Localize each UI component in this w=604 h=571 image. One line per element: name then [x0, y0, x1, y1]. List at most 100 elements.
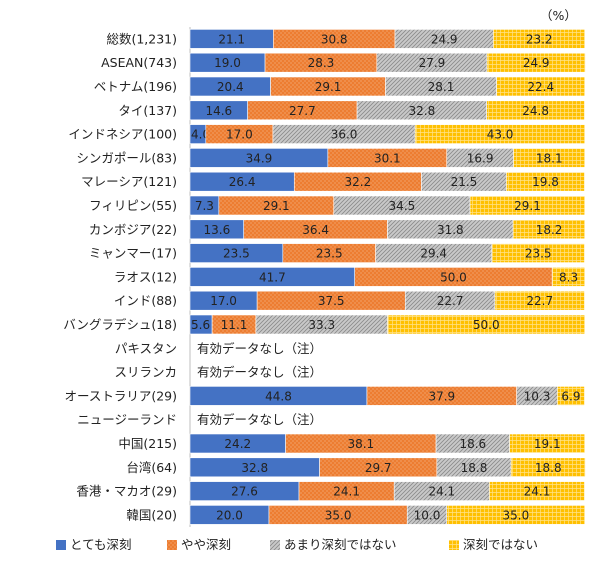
data-label: 4.0: [191, 128, 210, 142]
data-label: 14.6: [205, 104, 232, 118]
data-label: 41.7: [259, 270, 286, 284]
data-label: 27.9: [419, 56, 446, 70]
category-label: カンボジア(22): [89, 222, 177, 237]
bar-segment-series-3: [489, 481, 585, 501]
data-label: 29.1: [514, 199, 541, 213]
data-label: 5.6: [191, 318, 210, 332]
bar-segment-series-3: [414, 124, 586, 144]
data-label: 24.1: [524, 485, 551, 499]
data-label: 33.3: [308, 318, 335, 332]
data-label: 11.1: [221, 318, 248, 332]
data-label: 34.9: [246, 151, 273, 165]
data-label: 10.0: [414, 508, 441, 522]
bar-segment-series-3: [551, 267, 586, 287]
bar-segment-series-3: [494, 290, 585, 311]
data-label: 24.8: [522, 104, 549, 118]
data-label: 30.1: [374, 151, 401, 165]
data-label: 23.2: [526, 32, 553, 46]
bar-segment-series-3: [446, 505, 586, 525]
category-label: 台湾(64): [126, 460, 177, 475]
data-label: 19.1: [534, 437, 561, 451]
bar-segment-series-3: [509, 433, 586, 454]
data-label: 7.3: [195, 199, 214, 213]
category-label: 韓国(20): [126, 507, 177, 522]
data-label: 20.4: [217, 80, 244, 94]
data-label: 24.2: [224, 437, 251, 451]
data-label: 29.1: [263, 199, 290, 213]
data-label: 16.9: [467, 151, 494, 165]
bar-segment-series-3: [496, 76, 586, 97]
data-label: 50.0: [473, 318, 500, 332]
legend-swatch-series-2: [270, 540, 280, 550]
category-label: オーストラリア(29): [64, 388, 177, 403]
data-label: 32.2: [345, 175, 372, 189]
data-label: 34.5: [389, 199, 416, 213]
category-label: ラオス(12): [114, 269, 177, 284]
data-label: 18.8: [535, 461, 562, 475]
data-label: 19.8: [532, 175, 559, 189]
bar-segment-series-3: [493, 29, 586, 49]
category-label: 中国(215): [118, 436, 177, 451]
data-label: 8.3: [559, 270, 578, 284]
category-label: 香港・マカオ(29): [76, 484, 177, 499]
bar-segment-series-3: [506, 171, 585, 192]
bar-segment-series-3: [512, 219, 586, 240]
data-label: 50.0: [440, 270, 467, 284]
data-label: 6.9: [561, 389, 580, 403]
data-label: 22.7: [526, 294, 553, 308]
category-label: インド(88): [114, 293, 177, 308]
data-label: 44.8: [265, 389, 292, 403]
category-label: ベトナム(196): [94, 79, 177, 94]
legend-label: とても深刻: [70, 537, 132, 552]
legend-swatch-series-1: [167, 540, 177, 550]
data-label: 36.4: [302, 223, 329, 237]
data-label: 23.5: [525, 247, 552, 261]
legend-swatch-series-3: [449, 540, 459, 550]
legend-label: やや深刻: [181, 537, 231, 552]
bars-layer: 総数(1,231) 21.1 30.8 24.9 23.2 ASEAN(743) 19.0 2…: [63, 29, 586, 525]
data-label: 20.0: [216, 508, 243, 522]
legend: とても深刻 やや深刻 あまり深刻ではない 深刻ではない: [56, 537, 538, 552]
bar-segment-series-3: [486, 52, 586, 73]
no-data-note: 有効データなし（注）: [197, 412, 322, 427]
data-label: 27.7: [289, 104, 316, 118]
data-label: 32.8: [409, 104, 436, 118]
data-label: 35.0: [503, 508, 530, 522]
bar-segment-series-3: [486, 100, 585, 121]
data-label: 29.7: [365, 461, 392, 475]
category-label: パキスタン: [115, 341, 177, 356]
category-label: マレーシア(121): [81, 174, 177, 189]
data-label: 26.4: [229, 175, 256, 189]
data-label: 17.0: [210, 294, 237, 308]
data-label: 37.9: [428, 389, 455, 403]
category-label: シンガポール(83): [76, 150, 177, 165]
data-label: 28.1: [428, 80, 455, 94]
data-label: 38.1: [347, 437, 374, 451]
no-data-note: 有効データなし（注）: [197, 365, 322, 380]
category-label: インドネシア(100): [68, 127, 177, 142]
bar-segment-series-3: [387, 314, 586, 335]
data-label: 22.4: [527, 80, 554, 94]
data-label: 17.0: [226, 128, 253, 142]
data-label: 24.9: [523, 56, 550, 70]
bar-segment-series-3: [469, 195, 586, 216]
category-label: ASEAN(743): [101, 55, 177, 70]
data-label: 24.9: [431, 32, 458, 46]
data-label: 43.0: [487, 128, 514, 142]
data-label: 29.4: [420, 247, 447, 261]
bar-segment-series-3: [491, 243, 585, 263]
data-label: 23.5: [223, 247, 250, 261]
data-label: 18.2: [536, 223, 563, 237]
data-label: 27.6: [231, 485, 258, 499]
data-label: 30.8: [321, 32, 348, 46]
data-label: 10.3: [524, 389, 551, 403]
data-label: 23.5: [316, 247, 343, 261]
category-label: タイ(137): [118, 103, 177, 118]
category-label: フィリピン(55): [89, 198, 177, 213]
bar-segment-series-3: [557, 386, 585, 406]
data-label: 36.0: [331, 128, 358, 142]
data-label: 32.8: [241, 461, 268, 475]
category-label: スリランカ: [114, 365, 177, 380]
